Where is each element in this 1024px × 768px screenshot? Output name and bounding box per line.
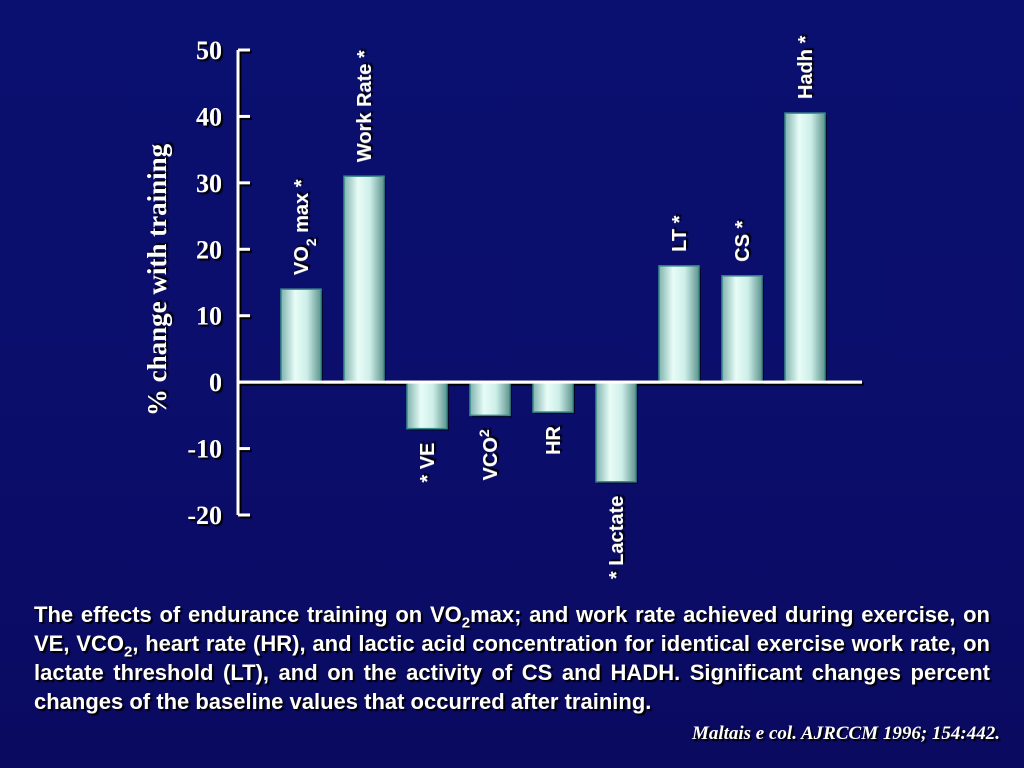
bar-label-5: HR [543,425,565,454]
bar-label-text: HR [543,425,565,454]
bar-label-text: CS * [732,221,754,262]
bar-lactate [595,381,637,483]
y-tick-label: 50 [196,36,222,65]
bar-ve [406,381,448,430]
bar-vco2 [469,381,511,417]
bar-label-text: LT * [669,215,691,252]
y-tick-label: 30 [196,169,222,198]
bar-label-8: CS * [732,221,754,262]
bar-labels: VO2 max * Work Rate * * VE VCO2 HR * Lactate L… [291,36,817,580]
bar-label-text: Work Rate * [354,50,376,162]
caption-subscript-2: 2 [123,643,133,661]
bar-vo2-max [280,288,322,383]
bar-label-text: VO2 max * [291,179,319,275]
citation: Maltais e col. AJRCCM 1996; 154:442. [691,723,1000,744]
bar-label-1: VO2 max * [291,179,319,275]
bar-label-text: Hadh * [795,36,817,100]
y-axis-label: % change with training [142,143,172,416]
bar-label-2: Work Rate * [354,50,376,162]
bar-work-rate [343,175,385,383]
y-tick-label: -20 [187,501,222,530]
caption-text-a: The effects of endurance training on VO [34,602,462,627]
figure-caption: The effects of endurance training on VO2… [34,600,990,716]
bar-label-3: * VE [417,443,439,483]
caption-subscript-1: 2 [461,614,471,632]
y-tick-label: 0 [209,368,222,397]
bar-hadh [784,112,826,383]
y-tick-label: -10 [187,435,222,464]
caption-text-b: max; and work rate achieved during exerc… [34,602,990,656]
bar-label-text: VCO2 [476,429,502,480]
y-tick-label: 40 [196,102,222,131]
bar-label-text: * VE [417,443,439,483]
bars [238,112,862,484]
y-tick-label: 20 [196,235,222,264]
bar-lt [658,265,700,383]
bar-label-text: * Lactate [606,496,628,579]
bar-label-7: LT * [669,215,691,252]
bar-label-4: VCO2 [476,429,502,480]
bar-chart: 50 40 30 20 10 0 -10 -20 VO2 max * Work Rate * * … [142,36,864,580]
caption-text-c: , heart rate (HR), and lactic acid conce… [34,631,990,714]
bar-hr [532,381,574,413]
bar-cs [721,275,763,383]
bar-label-6: * Lactate [606,496,628,579]
bar-label-9: Hadh * [795,36,817,100]
y-tick-label: 10 [196,302,222,331]
